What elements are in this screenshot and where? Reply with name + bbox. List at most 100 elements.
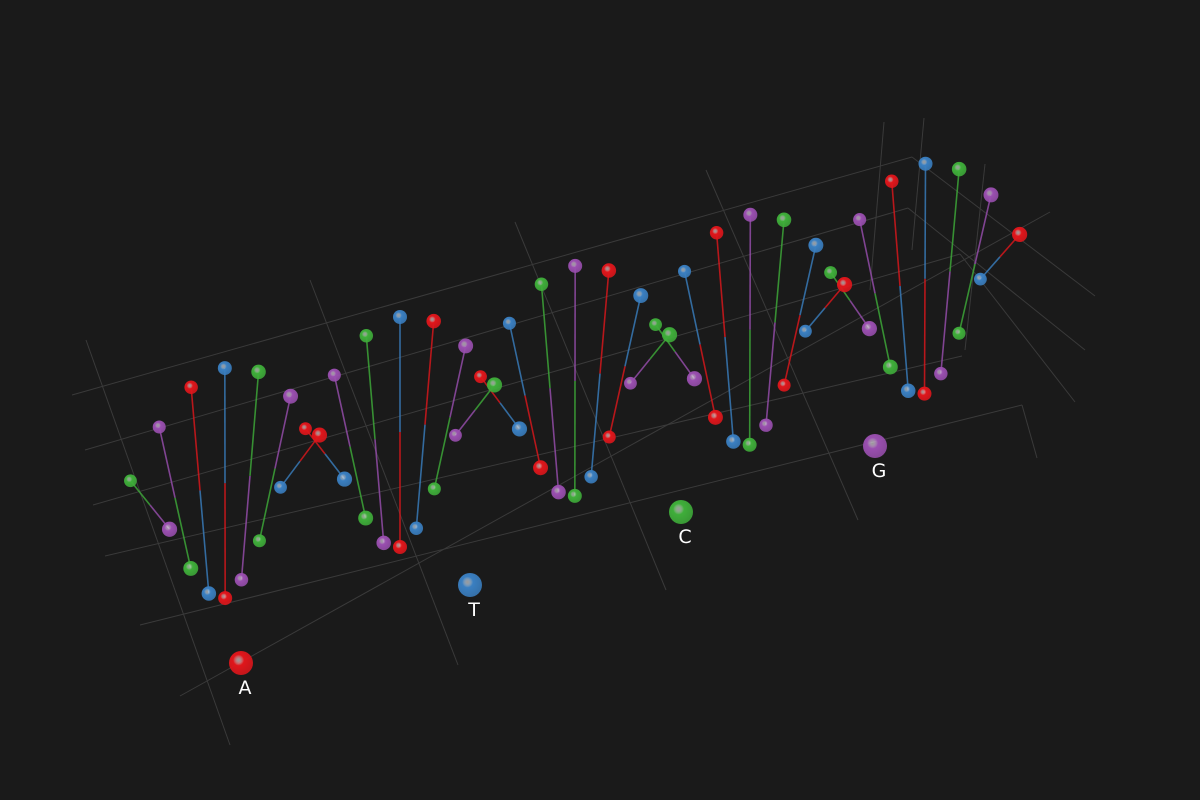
nucleotide bbox=[709, 225, 724, 240]
nucleotide bbox=[882, 359, 898, 375]
nucleotide bbox=[1012, 226, 1028, 243]
legend-label: C bbox=[678, 526, 691, 548]
nucleotide bbox=[283, 388, 299, 404]
base-pair-link bbox=[899, 285, 910, 391]
nucleotide bbox=[678, 264, 692, 278]
base-pair-link bbox=[540, 284, 551, 389]
nucleotide bbox=[234, 573, 249, 587]
nucleotide bbox=[551, 484, 566, 500]
grid-line bbox=[84, 207, 909, 451]
nucleotide bbox=[824, 266, 838, 280]
nucleotide bbox=[274, 480, 287, 494]
nucleotide bbox=[426, 313, 441, 329]
nucleotide bbox=[336, 471, 353, 487]
grid-line bbox=[71, 156, 913, 396]
nucleotide bbox=[917, 386, 932, 401]
nucleotide bbox=[777, 378, 791, 392]
nucleotide bbox=[458, 338, 474, 354]
base-pair-link bbox=[549, 388, 560, 493]
nucleotide bbox=[486, 377, 503, 393]
nucleotide bbox=[951, 161, 967, 177]
grid-line bbox=[1021, 404, 1038, 459]
nucleotide bbox=[808, 237, 824, 253]
base-pair-link bbox=[174, 497, 192, 569]
base-pair-link bbox=[940, 271, 951, 374]
base-pair-link bbox=[415, 424, 426, 529]
nucleotide bbox=[934, 366, 948, 381]
grid-line bbox=[907, 207, 1086, 351]
nucleotide bbox=[567, 488, 582, 503]
nucleotide bbox=[885, 174, 899, 188]
nucleotide bbox=[393, 540, 407, 554]
nucleotide bbox=[359, 329, 374, 343]
nucleotide bbox=[742, 437, 757, 452]
base-pair-link bbox=[449, 345, 467, 418]
nucleotide bbox=[726, 434, 741, 449]
nucleotide bbox=[124, 474, 137, 488]
nucleotide bbox=[299, 422, 312, 436]
base-pair-link bbox=[608, 366, 626, 438]
nucleotide bbox=[759, 418, 773, 432]
base-pair-link bbox=[258, 468, 276, 541]
nucleotide bbox=[511, 421, 528, 437]
nucleotide bbox=[161, 521, 178, 537]
nucleotide bbox=[686, 371, 703, 387]
grid-line bbox=[85, 339, 231, 746]
base-pair-link bbox=[240, 475, 251, 580]
legend-marker bbox=[669, 500, 693, 524]
base-pair-link bbox=[874, 293, 892, 368]
base-pair-link bbox=[199, 490, 210, 594]
nucleotide bbox=[900, 383, 916, 399]
nucleotide bbox=[393, 310, 407, 324]
nucleotide bbox=[584, 469, 598, 484]
base-pair-link bbox=[724, 337, 735, 442]
legend-label: A bbox=[239, 677, 252, 699]
base-pair-link bbox=[683, 271, 701, 345]
nucleotide bbox=[218, 591, 233, 606]
base-pair-link bbox=[524, 395, 542, 468]
nucleotide bbox=[861, 321, 877, 337]
grid-line bbox=[964, 163, 986, 351]
base-pair-link bbox=[799, 245, 817, 316]
legend-marker bbox=[458, 573, 482, 597]
nucleotide bbox=[743, 207, 758, 222]
legend: A T C G bbox=[229, 434, 887, 699]
nucleotide bbox=[183, 560, 199, 576]
nucleotide bbox=[602, 430, 616, 444]
base-pair-link bbox=[765, 322, 776, 426]
base-pair-link bbox=[424, 321, 435, 425]
base-pair-link bbox=[433, 417, 451, 490]
nucleotide bbox=[601, 263, 617, 278]
base-pair-link bbox=[190, 387, 201, 491]
base-pair-link bbox=[974, 194, 992, 265]
grid-line bbox=[92, 253, 961, 506]
nucleotide bbox=[624, 376, 637, 390]
base-pair-link bbox=[923, 278, 926, 394]
nucleotide bbox=[707, 409, 723, 425]
nucleotide bbox=[568, 258, 583, 273]
base-pair-link bbox=[924, 163, 927, 279]
nucleotide bbox=[918, 156, 933, 171]
nucleotide bbox=[799, 324, 812, 338]
nucleotide bbox=[533, 460, 549, 476]
base-pair-link bbox=[858, 219, 876, 294]
base-pair-link bbox=[508, 323, 526, 396]
base-pair-link bbox=[349, 446, 367, 519]
nucleotide bbox=[311, 427, 328, 443]
grid-line bbox=[911, 156, 1096, 297]
nucleotide bbox=[836, 277, 853, 293]
nucleotide bbox=[217, 361, 232, 376]
base-pair-link bbox=[699, 344, 717, 418]
base-pair-link bbox=[365, 335, 376, 440]
legend-label: G bbox=[872, 460, 887, 482]
grid-line bbox=[705, 169, 859, 521]
nucleotide bbox=[776, 212, 792, 228]
nucleotide bbox=[152, 420, 166, 434]
grid-line bbox=[309, 279, 459, 666]
grid-box bbox=[71, 117, 1096, 746]
nucleotide bbox=[661, 327, 678, 343]
nucleotide bbox=[201, 586, 217, 601]
nucleotide bbox=[983, 187, 999, 203]
